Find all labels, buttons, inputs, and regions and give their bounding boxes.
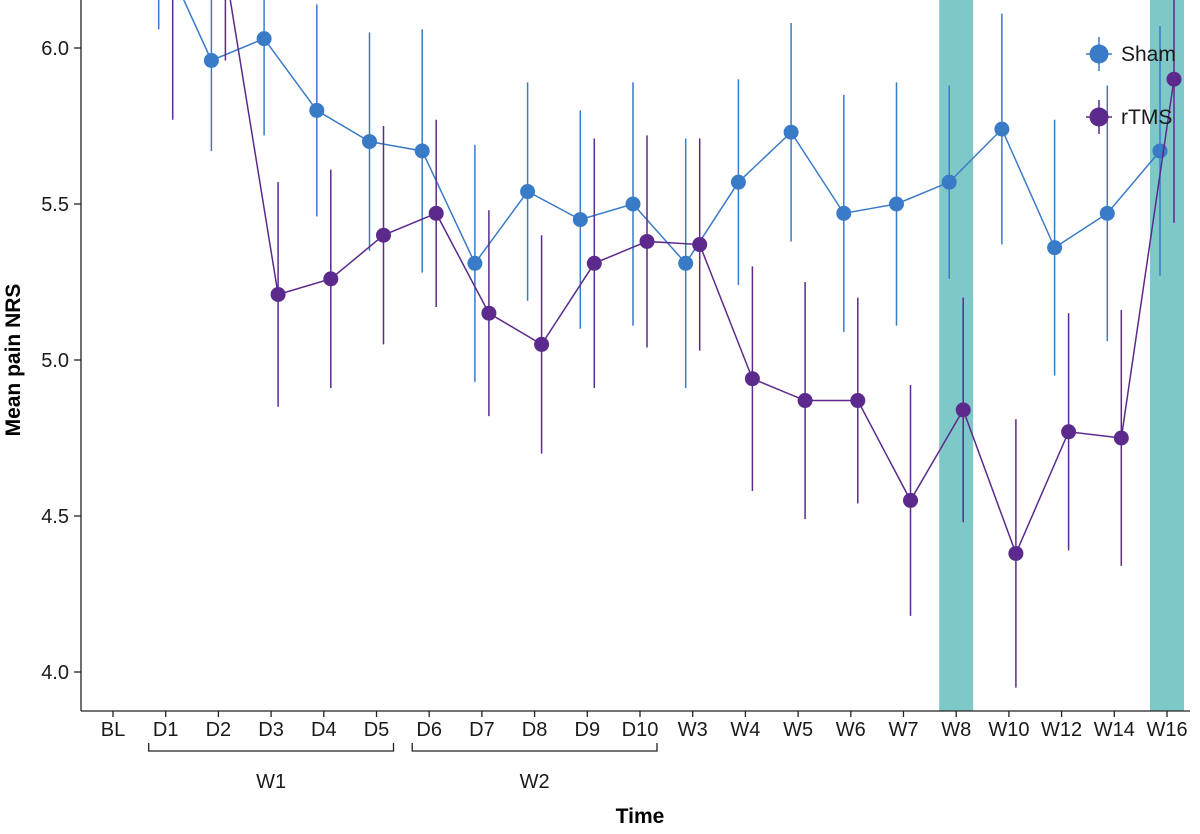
series-layer: [157, 0, 1182, 688]
y-tick-label: 6.0: [41, 38, 69, 60]
highlight-band-b: [1150, 0, 1184, 712]
x-tick-label: W4: [730, 719, 760, 741]
x-tick-label: W8: [941, 719, 971, 741]
data-point: [586, 255, 602, 271]
data-point: [1061, 424, 1077, 440]
data-point: [783, 124, 799, 140]
x-tick-label: W7: [889, 719, 919, 741]
data-point: [467, 255, 483, 271]
data-point: [1047, 240, 1063, 256]
data-point: [639, 233, 655, 249]
group-bracket: [411, 743, 658, 752]
data-point: [534, 336, 550, 352]
y-tick-label: 4.0: [41, 662, 69, 684]
x-tick-label: D10: [622, 719, 659, 741]
data-point: [744, 371, 760, 387]
data-point: [376, 227, 391, 243]
y-tick-label: 5.0: [41, 350, 69, 372]
data-point: [1099, 205, 1115, 221]
data-point: [797, 393, 813, 409]
y-tick-label: 5.5: [41, 194, 69, 216]
y-axis-title: Mean pain NRS: [2, 284, 25, 437]
data-point: [256, 31, 272, 47]
x-tick-label: D6: [416, 719, 442, 741]
group-bracket: [148, 743, 395, 752]
x-tick-label: W12: [1041, 719, 1082, 741]
data-point: [203, 52, 219, 68]
legend-marker-icon: [1089, 107, 1109, 127]
y-tick-label: 4.5: [41, 506, 69, 528]
data-point: [836, 205, 852, 221]
series-rtms: [171, 0, 1182, 688]
data-point: [850, 393, 866, 409]
data-point: [270, 286, 286, 302]
series-sham: [157, 0, 1168, 389]
data-point: [678, 255, 694, 271]
x-tick-label: D3: [258, 719, 284, 741]
legend: Sham rTMS: [1086, 37, 1176, 134]
axes-layer: 4.04.55.05.56.06.57.07.58.0BLD1D2D3D4D5D…: [41, 0, 1190, 793]
x-tick-label: D1: [153, 719, 179, 741]
legend-marker-icon: [1089, 44, 1109, 64]
x-tick-label: W16: [1146, 719, 1187, 741]
legend-label-sham: Sham: [1121, 43, 1176, 66]
data-point: [1008, 545, 1024, 561]
data-point: [625, 196, 641, 212]
data-point: [1152, 143, 1168, 159]
data-point: [903, 492, 918, 508]
data-point: [1166, 71, 1182, 87]
x-tick-label: D4: [311, 719, 337, 741]
data-point: [730, 174, 746, 190]
legend-label-rtms: rTMS: [1121, 106, 1172, 129]
x-tick-label: W14: [1094, 719, 1135, 741]
data-point: [362, 134, 377, 150]
data-point: [323, 271, 339, 287]
x-tick-label: BL: [101, 719, 125, 741]
data-point: [1113, 430, 1129, 446]
data-point: [955, 402, 971, 418]
data-point: [692, 237, 708, 253]
data-point: [889, 196, 904, 212]
x-tick-label: D5: [364, 719, 390, 741]
x-tick-label: W3: [678, 719, 708, 741]
x-tick-label: D2: [206, 719, 232, 741]
data-point: [428, 205, 444, 221]
data-point: [309, 102, 325, 118]
x-tick-label: W6: [836, 719, 866, 741]
x-tick-label: D7: [469, 719, 495, 741]
group-label: W2: [520, 771, 550, 793]
highlight-layer: AB: [939, 0, 1184, 712]
data-point: [572, 212, 588, 228]
x-tick-label: D9: [575, 719, 601, 741]
highlight-band-a: [939, 0, 974, 712]
data-point: [941, 174, 957, 190]
x-tick-label: D8: [522, 719, 548, 741]
data-point: [994, 121, 1010, 137]
group-label: W1: [256, 771, 286, 793]
x-tick-label: W5: [783, 719, 813, 741]
data-point: [414, 143, 430, 159]
x-axis-title: Time: [616, 805, 665, 828]
data-point: [520, 184, 536, 200]
x-tick-label: W10: [988, 719, 1029, 741]
data-point: [481, 305, 497, 321]
